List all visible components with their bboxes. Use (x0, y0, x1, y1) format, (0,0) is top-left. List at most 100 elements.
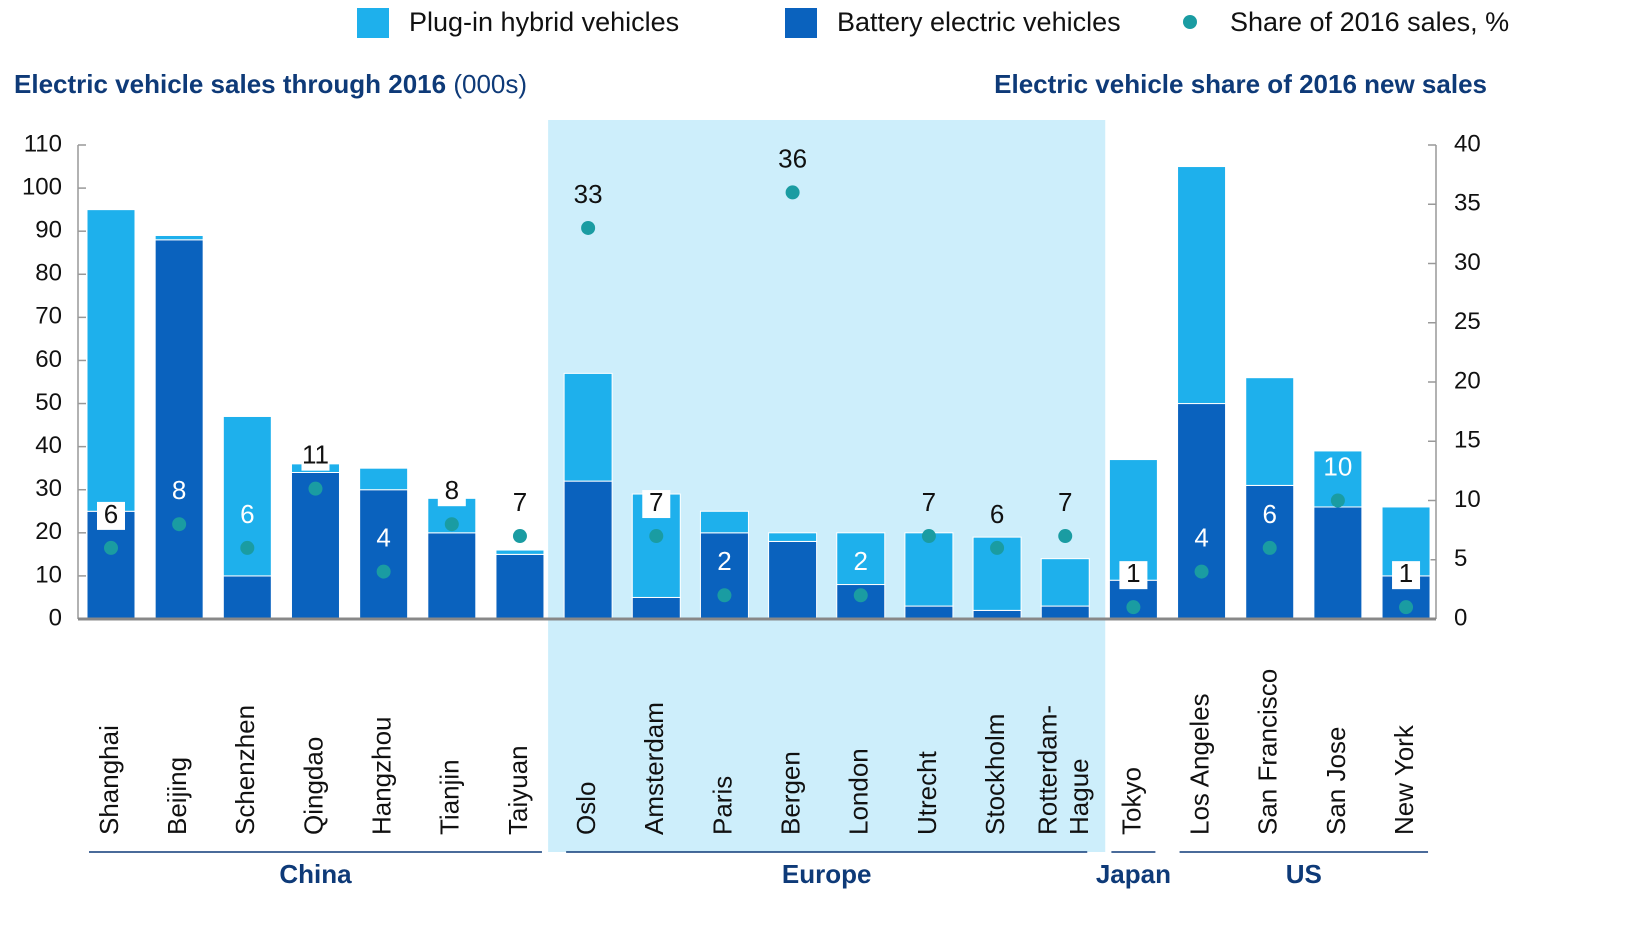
bar-segment (1177, 166, 1227, 405)
x-tick-label: Taiyuan (503, 745, 533, 835)
group-label: Japan (1096, 859, 1171, 889)
bar-segment (1177, 403, 1227, 620)
bar-segment (699, 510, 749, 534)
share-dot (853, 588, 868, 603)
x-tick-label: Tianjin (435, 759, 465, 835)
bar-segment (563, 372, 613, 482)
data-label: 1 (1399, 558, 1413, 588)
share-dot (104, 540, 118, 555)
bar-segment (290, 471, 340, 620)
x-tick-label: Paris (707, 776, 737, 835)
background (548, 120, 1106, 852)
y-tick-label: 70 (35, 303, 62, 330)
y-tick-label: 60 (35, 346, 62, 373)
data-label: 8 (172, 475, 186, 505)
legend-dot (1183, 15, 1197, 29)
data-label: 11 (302, 440, 329, 470)
y2-tick-label: 25 (1454, 308, 1481, 335)
bar-segment (495, 549, 545, 555)
chart-title: Electric vehicle sales through 2016 (000… (14, 69, 527, 99)
bar-segment (427, 532, 477, 620)
bar-segment (1313, 506, 1363, 620)
bar-segment (359, 467, 409, 491)
share-dot (1330, 493, 1345, 508)
x-tick-label: Shanghai (94, 725, 124, 835)
label-box (437, 478, 466, 507)
y2-tick-label: 35 (1454, 190, 1481, 217)
label-box (642, 490, 671, 519)
title-unit: (000s) (453, 69, 527, 99)
legend-swatch (785, 8, 817, 38)
x-tick-label: Bergen (775, 751, 805, 835)
y-tick-label: 90 (35, 217, 62, 244)
x-tick-label: Schenzhen (230, 705, 260, 835)
x-tick-label: London (844, 748, 874, 835)
share-dot (649, 529, 664, 544)
y-tick-label: 80 (35, 260, 62, 287)
share-dot (1126, 600, 1141, 615)
label-box (1392, 561, 1421, 590)
label-box (1119, 561, 1148, 590)
bar-segment (631, 596, 681, 620)
bar-segment (904, 532, 954, 607)
x-tick-label: Los Angeles (1184, 693, 1214, 835)
data-label: 7 (513, 487, 527, 517)
data-label: 1 (1126, 558, 1140, 588)
share-dot (581, 220, 596, 235)
y2-tick-label: 10 (1454, 486, 1481, 513)
y-tick-label: 50 (35, 389, 62, 416)
bar-segment (154, 234, 204, 241)
data-label: 10 (1323, 451, 1352, 481)
y-tick-label: 40 (35, 432, 62, 459)
data-label: 6 (104, 499, 118, 529)
label-box (97, 501, 125, 530)
y2-tick-label: 40 (1454, 130, 1481, 157)
data-label: 8 (445, 475, 459, 505)
data-label: 7 (1058, 487, 1072, 517)
y2-tick-label: 30 (1454, 249, 1481, 276)
x-tick-label: San Francisco (1253, 669, 1283, 835)
y2-tick-label: 15 (1454, 427, 1481, 454)
x-tick-label: New York (1389, 724, 1419, 835)
x-tick-label: Tokyo (1116, 767, 1146, 835)
share-dot (1194, 564, 1209, 579)
legend-swatch (357, 8, 389, 38)
x-tick-label: Qingdao (298, 737, 328, 835)
legend-label: Battery electric vehicles (837, 7, 1121, 37)
share-dot (1399, 600, 1414, 615)
x-tick-label: Utrecht (912, 750, 942, 835)
share-dot (512, 529, 527, 544)
share-dot (921, 529, 936, 544)
data-label: 7 (922, 487, 936, 517)
data-label: 6 (990, 499, 1004, 529)
data-label: 6 (240, 499, 254, 529)
share-dot (785, 185, 800, 200)
data-label: 2 (854, 546, 868, 576)
y2-tick-label: 5 (1454, 545, 1467, 572)
y2-tick-label: 0 (1454, 604, 1467, 631)
group-label: US (1286, 859, 1322, 889)
x-tick-label: Oslo (571, 782, 601, 835)
y2-tick-label: 20 (1454, 367, 1481, 394)
bar-segment (699, 532, 749, 620)
x-tick-label: Stockholm (980, 714, 1010, 835)
x-tick-label-line: Hague (1064, 758, 1094, 835)
bar-segment (768, 540, 818, 620)
bar-segment (563, 480, 613, 620)
y-tick-label: 100 (22, 173, 62, 200)
share-dot (1262, 540, 1277, 555)
share-dot (444, 517, 459, 532)
data-label: 4 (1194, 522, 1208, 552)
bar-segment (836, 532, 886, 586)
bar-segment (359, 489, 409, 620)
x-tick-label: San Jose (1321, 727, 1351, 835)
data-label: 2 (717, 546, 731, 576)
legend-label: Share of 2016 sales, % (1230, 7, 1509, 37)
x-tick-label: Amsterdam (639, 702, 669, 835)
bar-segment (904, 605, 954, 620)
share-dot (308, 481, 323, 496)
data-label: 7 (649, 487, 663, 517)
share-dot (172, 517, 187, 532)
bar-segment (1245, 377, 1295, 486)
